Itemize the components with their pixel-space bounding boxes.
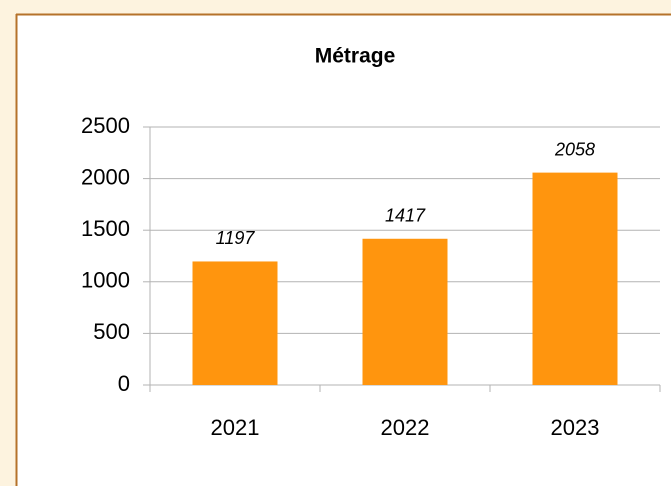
y-tick-label: 2000 (81, 164, 130, 189)
x-tick-label: 2021 (211, 415, 260, 440)
bar (362, 238, 448, 385)
data-label: 1197 (216, 228, 256, 248)
y-tick-label: 500 (93, 319, 130, 344)
chart-title: Métrage (315, 45, 396, 68)
x-tick-label: 2022 (381, 415, 430, 440)
data-label: 2058 (554, 139, 595, 159)
data-label: 1417 (385, 206, 426, 226)
bar (192, 261, 278, 385)
y-tick-label: 1000 (81, 268, 130, 293)
x-tick-label: 2023 (551, 415, 600, 440)
y-tick-label: 0 (118, 371, 130, 396)
bar (532, 172, 618, 385)
y-tick-label: 2500 (81, 113, 130, 138)
y-tick-label: 1500 (81, 216, 130, 241)
